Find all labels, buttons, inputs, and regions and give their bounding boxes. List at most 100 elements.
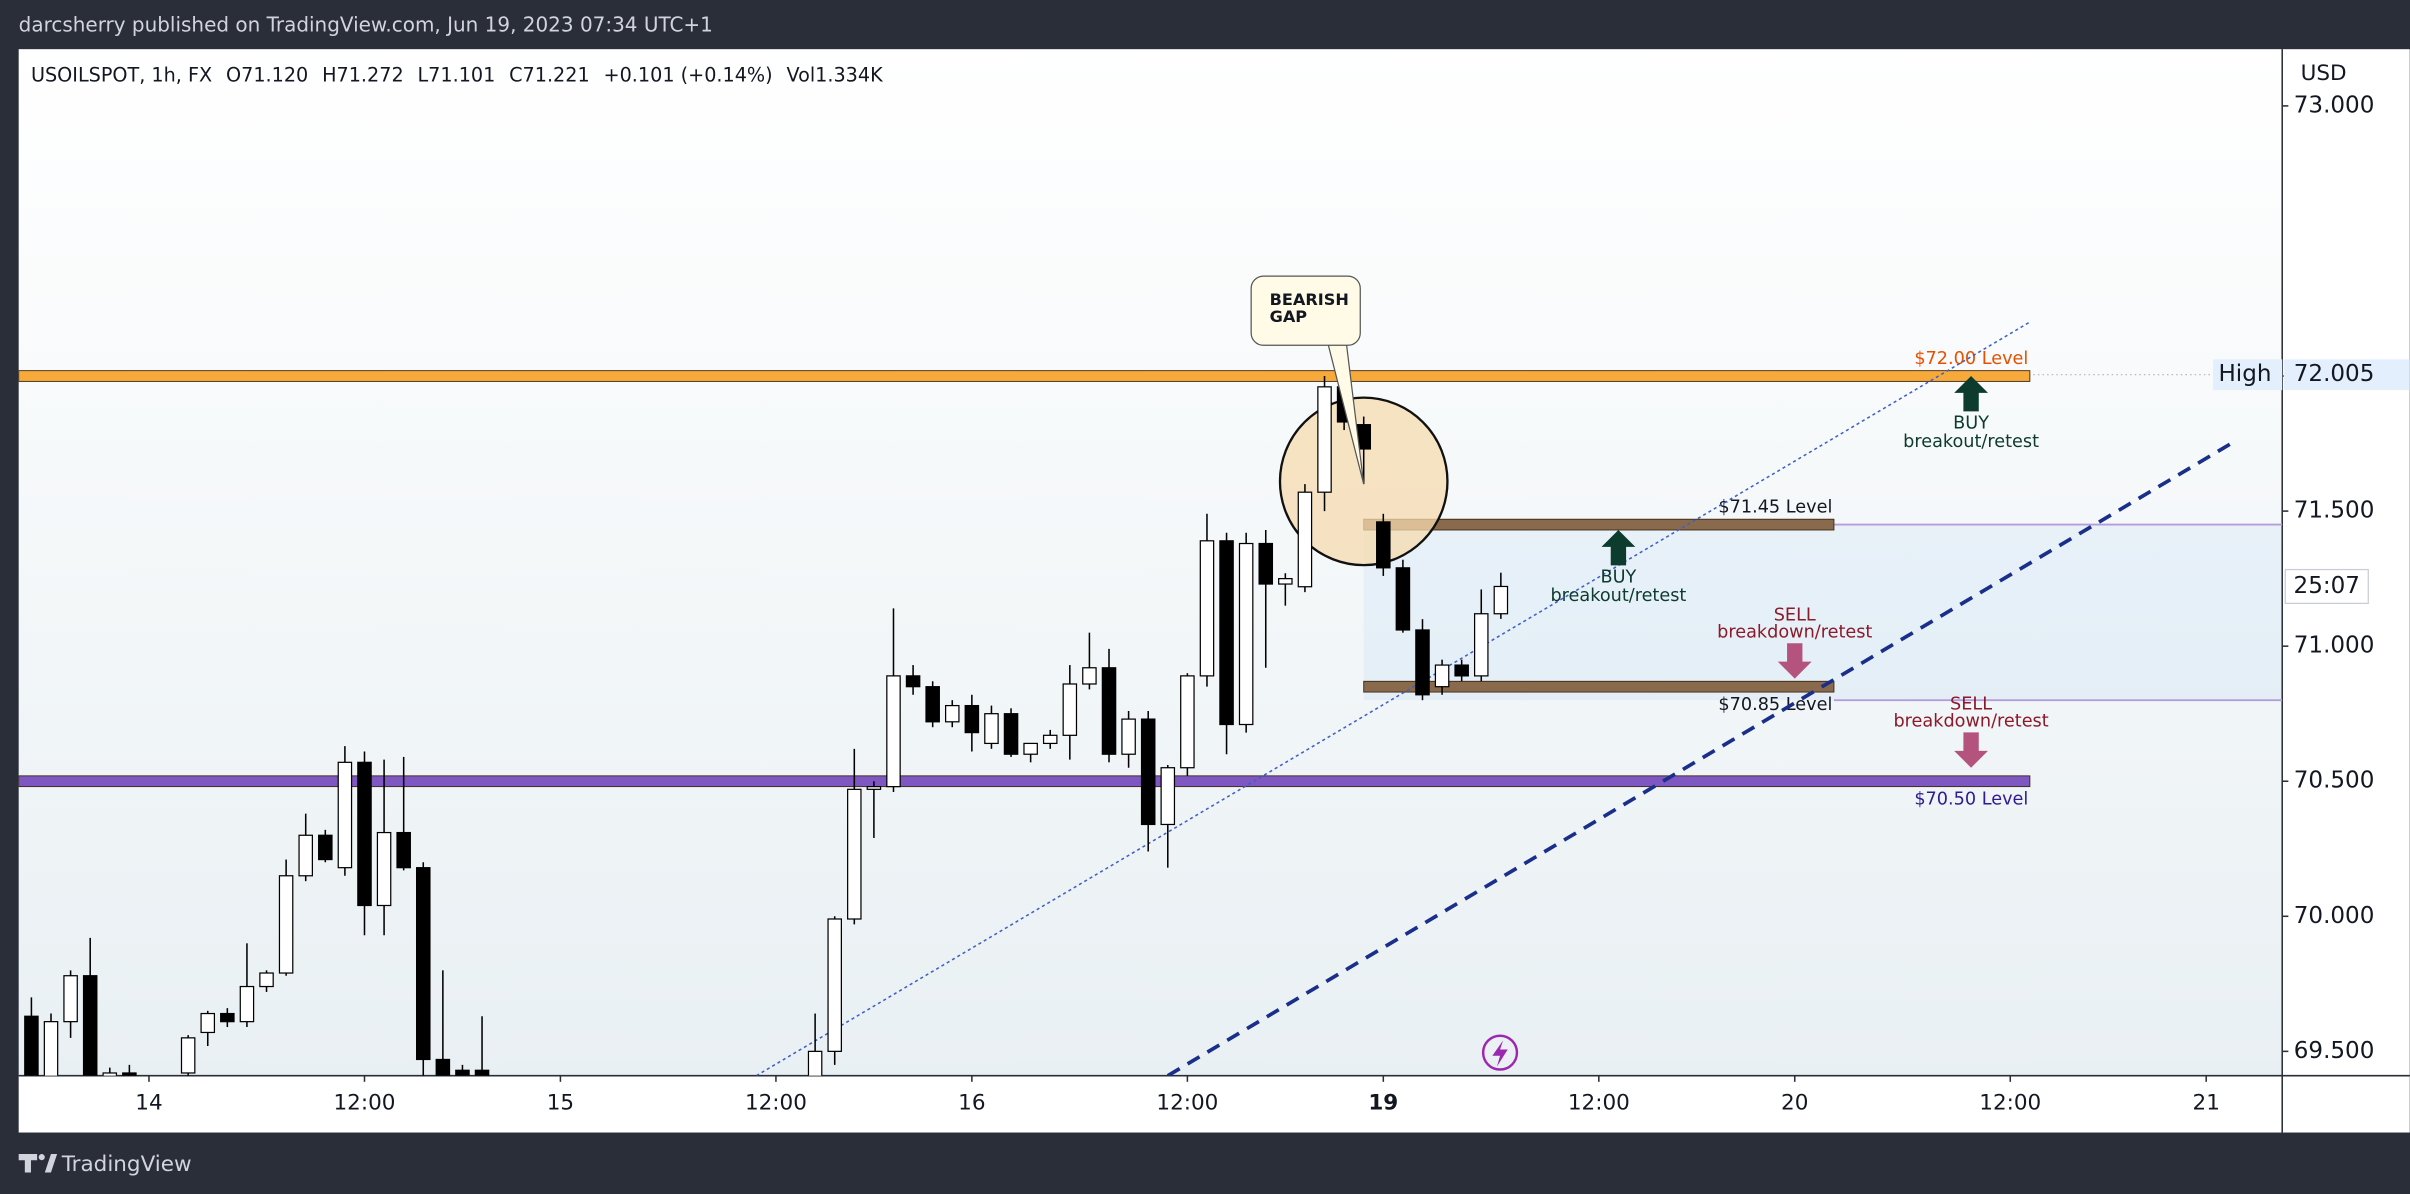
high-value-tag: [2283, 359, 2410, 391]
candle-body: [318, 834, 333, 861]
candle-body: [180, 1037, 196, 1074]
x-tick-label: 12:00: [1979, 1090, 2041, 1115]
candle-body: [102, 1072, 118, 1076]
high-value: 72.005: [2294, 361, 2375, 387]
x-tick-label: 12:00: [334, 1090, 396, 1115]
candle-body: [866, 786, 882, 790]
candle-body: [1140, 718, 1156, 826]
candle-body: [82, 975, 98, 1076]
candle-body: [239, 985, 255, 1023]
x-tick-label: 20: [1781, 1090, 1808, 1115]
x-tick-label: 19: [1368, 1090, 1398, 1115]
legend: USOILSPOT, 1h, FX O71.120 H71.272 L71.101 C7…: [31, 63, 883, 86]
candle-body: [1042, 734, 1058, 745]
candle-body: [1023, 742, 1038, 755]
brand-logo: [18, 1154, 58, 1173]
candle-body: [259, 972, 274, 988]
signal-subtext: breakdown/retest: [1893, 712, 2048, 732]
x-tick-label: 12:00: [745, 1090, 807, 1115]
callout-box: [1250, 275, 1361, 346]
signal-arrow: [1954, 376, 1988, 412]
x-tick-label: 14: [135, 1090, 162, 1115]
candle-body: [1121, 718, 1136, 755]
high-tag-name: High: [2218, 361, 2271, 387]
candle-body: [1395, 567, 1411, 631]
candle-body: [396, 831, 411, 869]
legend-item: C71.221: [509, 63, 590, 86]
callout-text: BEARISH: [1270, 290, 1349, 309]
callout-text: GAP: [1270, 307, 1308, 326]
candle-body: [298, 834, 313, 877]
candle-body: [1003, 713, 1019, 755]
candle-body: [827, 918, 842, 1052]
candle-body: [43, 1021, 59, 1076]
candle-body: [1297, 491, 1313, 588]
signal-arrow: [1954, 732, 1988, 768]
x-tick-label: 12:00: [1156, 1090, 1218, 1115]
level-label: $72.00 Level: [1914, 349, 2028, 369]
signal-arrow: [1777, 643, 1812, 679]
candle-body: [964, 704, 980, 734]
candle-body: [807, 1050, 823, 1076]
legend-item: L71.101: [417, 63, 495, 86]
candle-body: [1180, 675, 1195, 769]
legend-item: USOILSPOT, 1h, FX: [31, 63, 212, 86]
y-tick-label: 73.000: [2294, 92, 2375, 118]
x-tick-label: 21: [2193, 1090, 2220, 1115]
time-axis: [18, 1075, 2410, 1133]
y-tick-label: 69.500: [2294, 1038, 2375, 1064]
trendline: [755, 321, 2031, 1076]
high-tag: [2213, 359, 2283, 391]
candle-body: [925, 686, 940, 723]
price-axis: [2282, 49, 2410, 1076]
candle-body: [220, 1012, 235, 1023]
legend-item: Vol1.334K: [786, 63, 883, 86]
candle-body: [1376, 521, 1391, 569]
signal-subtext: breakout/retest: [1550, 586, 1686, 606]
candle-body: [944, 704, 960, 723]
y-tick-label: 70.500: [2294, 768, 2375, 794]
y-tick-label: 71.000: [2294, 633, 2375, 659]
legend-item: H71.272: [322, 63, 404, 86]
candle-body: [1160, 767, 1176, 826]
level-label: $71.45 Level: [1718, 498, 1832, 518]
candle-body: [1454, 664, 1469, 677]
candle-body: [1473, 613, 1489, 677]
x-tick-label: 12:00: [1568, 1090, 1630, 1115]
logo-part: [18, 1154, 38, 1173]
y-tick-label: 71.500: [2294, 498, 2375, 524]
candle-body: [1434, 664, 1450, 688]
countdown-label: 25:07: [2294, 573, 2360, 599]
candle-body: [1062, 683, 1078, 736]
candle-body: [1278, 578, 1293, 585]
signal-text: BUY: [1953, 414, 1989, 434]
zone: [1363, 524, 2283, 701]
level-label: $70.85 Level: [1718, 695, 1832, 715]
level-label: $70.50 Level: [1914, 790, 2028, 810]
candle-body: [1219, 540, 1234, 726]
icon-bolt: [1492, 1040, 1508, 1067]
candle-body: [24, 1015, 39, 1076]
candle-body: [122, 1072, 137, 1076]
candle-body: [278, 875, 294, 974]
candle-body: [1415, 629, 1430, 696]
signal-text: SELL: [1950, 695, 1992, 715]
icon-ring: [1481, 1034, 1519, 1071]
candle-body: [200, 1012, 216, 1034]
plot-area: $72.00 Level $71.45 Level $70.85 Level $70.…: [18, 321, 2283, 1076]
candle-body: [415, 867, 431, 1061]
signal-text: SELL: [1774, 606, 1816, 626]
candle-body: [1317, 386, 1332, 493]
candle-body: [1082, 667, 1097, 685]
candle-body: [1199, 540, 1215, 677]
candle-body: [1258, 542, 1274, 585]
signal-text: BUY: [1601, 568, 1637, 588]
level-band: [18, 370, 2031, 382]
x-tick-label: 16: [958, 1090, 985, 1115]
x-tick-label: 15: [547, 1090, 574, 1115]
candle-body: [905, 675, 921, 688]
overlay: BEARISHGAPBUYbreakout/retestBUYbreakout/…: [1250, 275, 2049, 768]
signal-arrow: [1601, 530, 1636, 566]
candle-body: [886, 675, 901, 788]
signal-subtext: breakout/retest: [1903, 432, 2039, 452]
